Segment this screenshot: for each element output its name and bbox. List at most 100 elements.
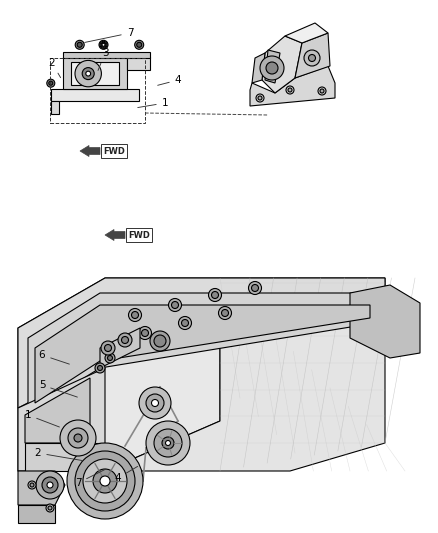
Circle shape	[219, 306, 232, 319]
Circle shape	[68, 428, 88, 448]
Circle shape	[102, 43, 105, 46]
Polygon shape	[285, 23, 328, 43]
FancyArrow shape	[105, 230, 125, 240]
Circle shape	[212, 292, 219, 298]
FancyArrow shape	[80, 146, 100, 157]
Polygon shape	[18, 471, 65, 505]
Polygon shape	[51, 101, 59, 115]
Polygon shape	[250, 66, 335, 106]
Circle shape	[100, 41, 107, 49]
Circle shape	[60, 420, 96, 456]
Polygon shape	[28, 293, 375, 413]
Circle shape	[82, 68, 94, 79]
Circle shape	[49, 81, 53, 85]
Text: 1: 1	[138, 98, 168, 108]
Text: 4: 4	[115, 466, 138, 483]
Text: 6: 6	[39, 350, 69, 364]
Circle shape	[308, 54, 315, 61]
Circle shape	[105, 344, 112, 351]
Circle shape	[47, 482, 53, 488]
Circle shape	[107, 356, 113, 360]
Circle shape	[137, 42, 142, 47]
Circle shape	[152, 400, 159, 407]
Text: 3: 3	[98, 48, 108, 70]
Circle shape	[98, 366, 102, 370]
Circle shape	[42, 477, 58, 493]
Circle shape	[260, 56, 284, 80]
Circle shape	[46, 504, 54, 512]
Circle shape	[179, 317, 191, 329]
Circle shape	[47, 79, 55, 87]
Polygon shape	[18, 368, 105, 471]
Circle shape	[162, 437, 174, 449]
Circle shape	[154, 335, 166, 347]
Polygon shape	[18, 278, 220, 471]
Circle shape	[146, 421, 190, 465]
Circle shape	[166, 440, 170, 446]
Circle shape	[146, 394, 164, 412]
Circle shape	[28, 481, 36, 489]
Circle shape	[100, 476, 110, 486]
Text: 4: 4	[158, 75, 181, 85]
Polygon shape	[35, 305, 370, 403]
Circle shape	[320, 89, 324, 93]
Circle shape	[118, 333, 132, 347]
Circle shape	[131, 311, 138, 319]
Circle shape	[83, 459, 127, 503]
Circle shape	[181, 319, 188, 327]
Circle shape	[154, 429, 182, 457]
Polygon shape	[262, 36, 302, 93]
Circle shape	[286, 86, 294, 94]
Circle shape	[77, 42, 82, 47]
Circle shape	[139, 387, 171, 419]
Polygon shape	[71, 62, 119, 85]
Circle shape	[138, 327, 152, 340]
Circle shape	[93, 469, 117, 493]
Circle shape	[141, 329, 148, 336]
Circle shape	[101, 42, 106, 47]
Text: 2: 2	[35, 448, 82, 461]
Polygon shape	[252, 53, 265, 83]
Polygon shape	[25, 443, 100, 471]
Bar	[50, 58, 145, 123]
Circle shape	[36, 471, 64, 499]
Text: 1: 1	[25, 410, 60, 427]
Circle shape	[256, 94, 264, 102]
Polygon shape	[25, 378, 90, 443]
Circle shape	[251, 285, 258, 292]
Circle shape	[75, 60, 102, 87]
Circle shape	[266, 62, 278, 74]
Circle shape	[169, 298, 181, 311]
Circle shape	[48, 506, 52, 510]
Circle shape	[135, 41, 144, 49]
Circle shape	[86, 71, 91, 76]
Circle shape	[101, 341, 115, 355]
Circle shape	[150, 331, 170, 351]
Text: 7: 7	[85, 28, 133, 43]
Circle shape	[67, 443, 143, 519]
Polygon shape	[127, 57, 150, 70]
Circle shape	[248, 281, 261, 295]
Polygon shape	[51, 89, 139, 101]
Circle shape	[121, 336, 128, 343]
Circle shape	[95, 363, 105, 373]
Text: 5: 5	[39, 380, 78, 397]
Polygon shape	[265, 50, 280, 83]
Polygon shape	[18, 278, 385, 408]
Circle shape	[75, 451, 135, 511]
Polygon shape	[105, 278, 385, 471]
Polygon shape	[18, 505, 55, 523]
Circle shape	[105, 353, 115, 363]
Text: FWD: FWD	[128, 230, 150, 239]
Text: FWD: FWD	[103, 147, 125, 156]
Circle shape	[258, 96, 262, 100]
Polygon shape	[63, 52, 150, 58]
Circle shape	[30, 483, 34, 487]
Circle shape	[172, 302, 179, 309]
Text: 2: 2	[49, 58, 60, 78]
Circle shape	[75, 41, 84, 49]
Circle shape	[222, 310, 229, 317]
Circle shape	[74, 434, 82, 442]
Text: 7: 7	[75, 469, 106, 488]
Circle shape	[288, 88, 292, 92]
